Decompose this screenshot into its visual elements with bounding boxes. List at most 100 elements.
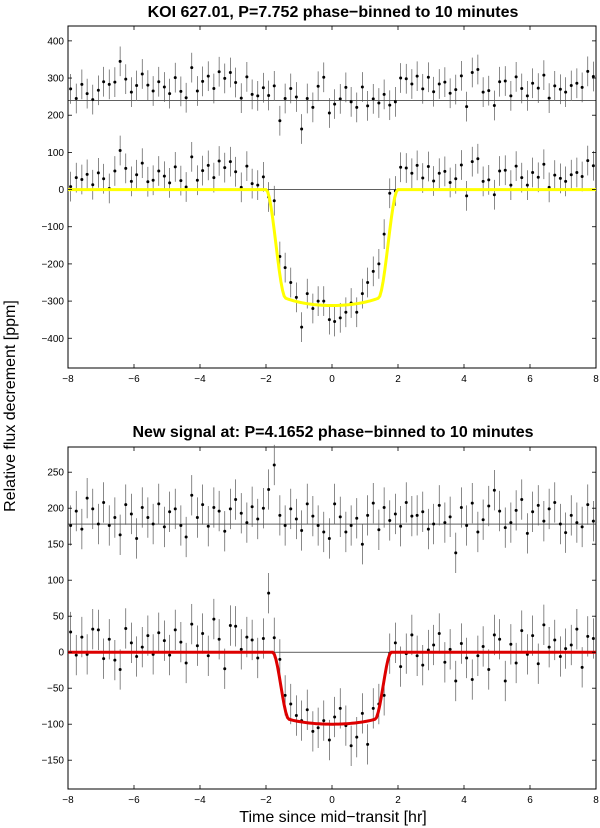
data-point [580, 175, 584, 179]
data-point [487, 89, 491, 93]
data-point [591, 637, 595, 641]
data-point [564, 531, 568, 535]
data-point [96, 628, 100, 632]
data-point [465, 656, 469, 660]
data-point [432, 90, 436, 94]
y-tick-label: 300 [47, 74, 64, 85]
x-tick-label: 8 [593, 374, 599, 385]
y-tick-label: −50 [47, 684, 64, 695]
data-point [553, 84, 557, 88]
data-point [96, 88, 100, 92]
y-tick-label: −200 [41, 259, 64, 270]
data-point [476, 654, 480, 658]
data-point [470, 160, 474, 164]
data-point [525, 94, 529, 98]
data-point [355, 105, 359, 109]
data-point [580, 85, 584, 89]
data-point [80, 527, 84, 531]
data-point [80, 82, 84, 86]
data-point [333, 715, 337, 719]
data-point [388, 191, 392, 195]
data-point [140, 161, 144, 165]
data-point [85, 496, 89, 500]
data-point [355, 310, 359, 314]
data-point [195, 516, 199, 520]
data-point [96, 171, 100, 175]
data-point [421, 87, 425, 91]
data-point [547, 645, 551, 649]
data-point [542, 162, 546, 166]
data-point [558, 522, 562, 526]
data-point [586, 69, 590, 73]
data-point [129, 90, 133, 94]
data-point [102, 500, 106, 504]
data-point [179, 640, 183, 644]
data-point [564, 647, 568, 651]
data-point [85, 92, 89, 96]
chart-title-bottom: New signal at: P=4.1652 phase−binned to … [132, 424, 533, 441]
data-point [503, 679, 507, 683]
data-point [311, 514, 315, 518]
data-point [135, 83, 139, 87]
data-point [360, 85, 364, 89]
data-point [432, 522, 436, 526]
data-point [217, 70, 221, 74]
data-point [349, 744, 353, 748]
data-point [481, 518, 485, 522]
data-point [239, 96, 243, 100]
data-point [509, 183, 513, 187]
data-point [234, 170, 238, 174]
data-point [206, 654, 210, 658]
data-point [514, 661, 518, 665]
data-point [333, 102, 337, 106]
data-point [481, 179, 485, 183]
data-point [157, 80, 161, 84]
data-point [294, 95, 298, 99]
data-point [91, 183, 95, 187]
y-tick-label: 100 [47, 148, 64, 159]
data-points-top [69, 59, 595, 329]
data-point [278, 657, 282, 661]
data-point [443, 169, 447, 173]
data-point [173, 76, 177, 80]
data-point [437, 631, 441, 635]
data-point [311, 105, 315, 109]
data-point [201, 503, 205, 507]
data-point [366, 104, 370, 108]
data-point [388, 518, 392, 522]
y-axis-label: Relative flux decrement [ppm] [2, 300, 19, 512]
data-point [256, 517, 260, 521]
data-point [173, 507, 177, 511]
data-point [575, 170, 579, 174]
data-point [201, 79, 205, 83]
data-point [107, 637, 111, 641]
data-point [217, 509, 221, 513]
data-point [212, 86, 216, 90]
data-point [168, 510, 172, 514]
data-point [371, 269, 375, 273]
data-point [184, 185, 188, 189]
data-point [459, 505, 463, 509]
data-point [349, 100, 353, 104]
data-point [547, 96, 551, 100]
ticks-bottom: −8 −6 −4 −2 0 2 4 6 8 −150 −100 −50 0 50 100 150 200 250 [41, 447, 599, 806]
data-point [382, 693, 386, 697]
data-point [91, 627, 95, 631]
data-point [509, 521, 513, 525]
data-point [355, 516, 359, 520]
data-point [344, 85, 348, 89]
data-point [470, 678, 474, 682]
data-point [118, 59, 122, 63]
data-point [272, 463, 276, 467]
data-point [294, 295, 298, 299]
data-point [360, 292, 364, 296]
data-point [404, 77, 408, 81]
data-point [575, 81, 579, 85]
data-point [410, 633, 414, 637]
data-point [289, 702, 293, 706]
data-point [498, 509, 502, 513]
x-tick-label: −2 [260, 795, 272, 806]
data-point [157, 169, 161, 173]
data-point [184, 661, 188, 665]
data-point [514, 75, 518, 79]
